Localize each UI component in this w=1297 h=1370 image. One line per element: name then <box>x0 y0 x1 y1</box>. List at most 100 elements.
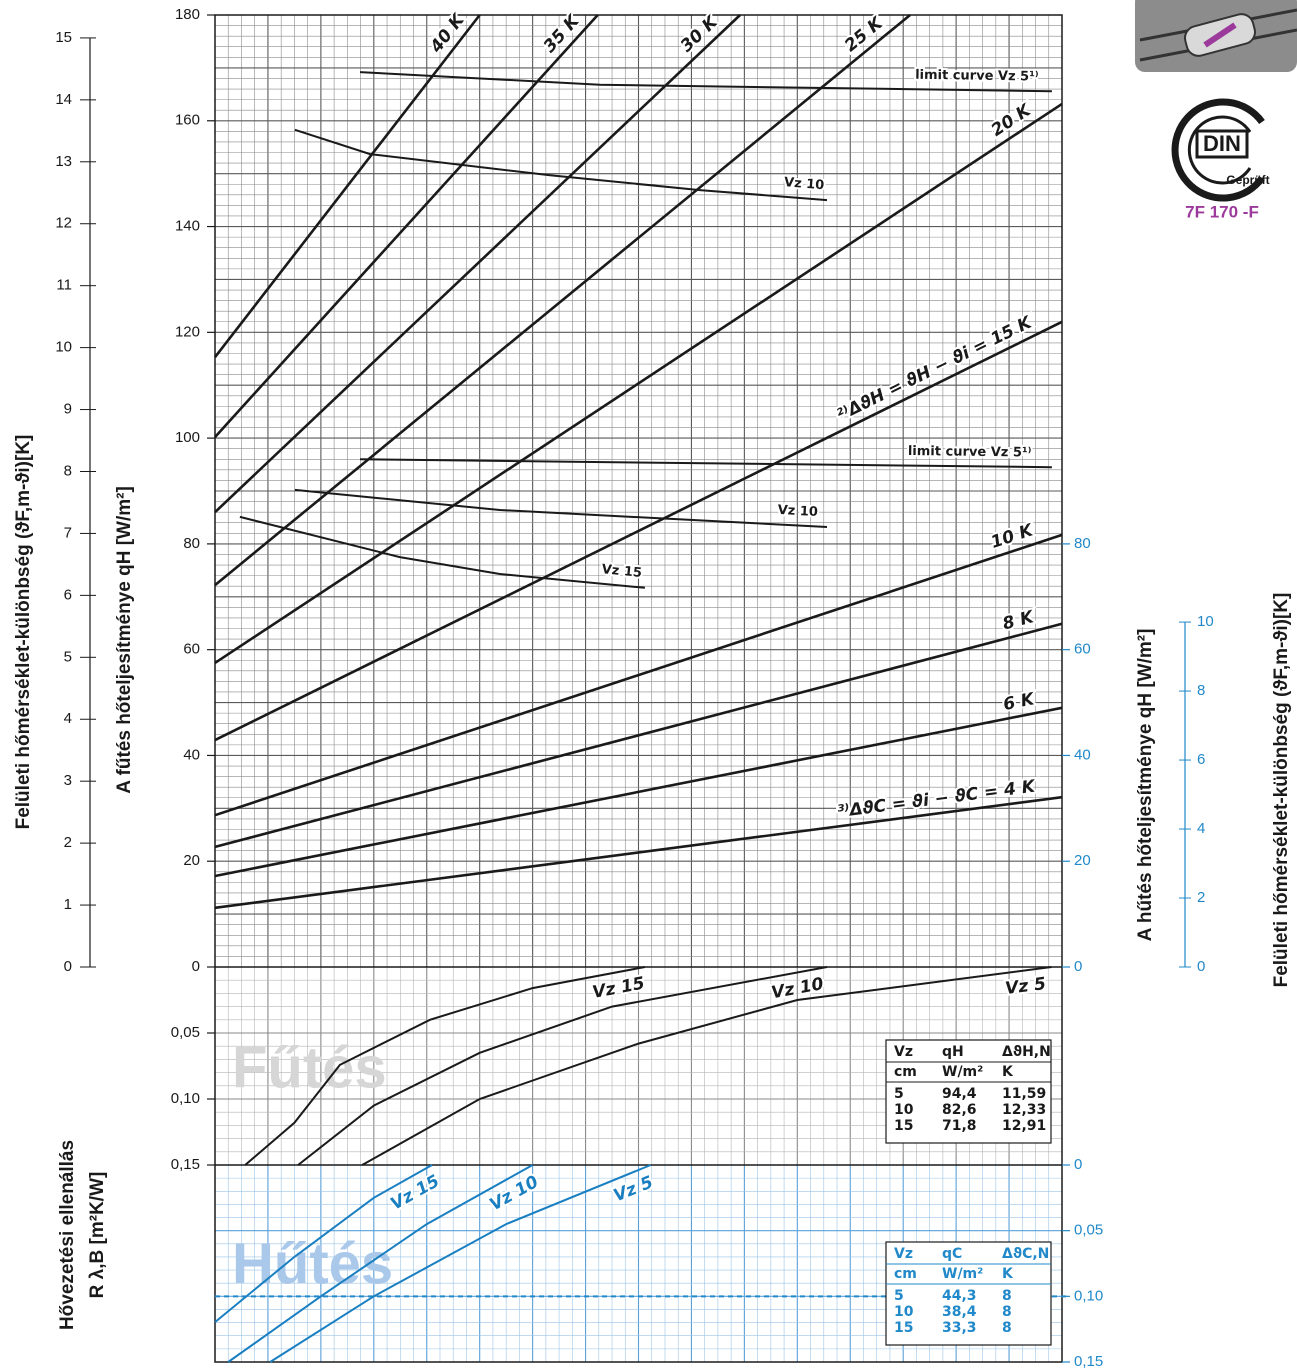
y2-tick-label: 60 <box>1074 641 1091 658</box>
y2-tick-label: 0,15 <box>1074 1353 1103 1370</box>
axis-tick-label: 10 <box>55 339 72 356</box>
axis-label: Felületi hőmérséklet-különbség (ϑF,m-ϑi)… <box>1271 593 1292 988</box>
table-header: ΔϑH,N <box>1002 1044 1051 1060</box>
data-table <box>885 1241 1052 1346</box>
series-label: Vz 10 <box>777 503 818 520</box>
series-line <box>294 488 828 528</box>
axis-tick-label: 7 <box>64 524 72 541</box>
plot-frame <box>214 14 1063 1363</box>
axis-tick-label: 2 <box>1197 889 1205 906</box>
series-line <box>214 14 741 514</box>
table-cell: 15 <box>894 1118 913 1134</box>
y2-tick-label: 20 <box>1074 852 1091 869</box>
axis-tick-label: 0 <box>1197 958 1205 975</box>
series-line <box>214 14 599 438</box>
axis-tick-label: 4 <box>1197 820 1205 837</box>
table-header: W/m² <box>942 1064 983 1080</box>
table-cell: 71,8 <box>942 1118 977 1134</box>
axis-tick-label: 3 <box>64 772 72 789</box>
series-line <box>297 966 828 1166</box>
y-tick-label: 140 <box>175 218 200 235</box>
table-cell: 33,3 <box>942 1320 977 1336</box>
y-tick-label: 120 <box>175 323 200 340</box>
series-label: Vz 10 <box>783 175 824 193</box>
axis-tick-label: 2 <box>64 834 72 851</box>
axis-tick-label: 10 <box>1197 613 1214 630</box>
series-label: Vz 10 <box>486 1172 542 1215</box>
series-label: 6 K <box>1002 689 1038 715</box>
series-line <box>227 1164 534 1363</box>
axis-tick-label: 12 <box>55 215 72 232</box>
series-label: ³⁾ΔϑC = ϑi − ϑC = 4 K <box>836 776 1038 822</box>
series-line <box>214 320 1063 742</box>
series-line <box>239 515 645 589</box>
series-label: Vz 15 <box>387 1171 443 1214</box>
y2-tick-label: 0,05 <box>1074 1222 1103 1239</box>
series-line <box>359 458 1052 469</box>
series-label: 30 K <box>677 11 723 56</box>
table-cell: 5 <box>894 1086 904 1102</box>
logo-caption: Geprüft <box>1226 173 1269 187</box>
table-header: cm <box>894 1266 917 1282</box>
series-line <box>214 533 1063 817</box>
table-cell: 15 <box>894 1320 913 1336</box>
series-line <box>214 622 1063 849</box>
series-line <box>244 966 646 1166</box>
series-label: limit curve Vz 5¹⁾ <box>915 68 1039 85</box>
table-header: Vz <box>894 1246 913 1262</box>
axis-label: Felületi hőmérséklet-különbség (ϑF,m-ϑi)… <box>13 435 34 830</box>
axis-tick-label: 4 <box>64 710 72 727</box>
series-label: ²⁾ΔϑH = ϑH − ϑi = 15 K <box>834 312 1037 426</box>
series-line <box>269 1164 652 1363</box>
series-line <box>213 14 481 358</box>
series-line <box>214 1164 433 1323</box>
table-cell: 8 <box>1002 1304 1012 1320</box>
table-cell: 38,4 <box>942 1304 977 1320</box>
y-axis-label: Hővezetési ellenállás <box>57 1140 78 1330</box>
table-header: K <box>1002 1266 1014 1282</box>
axis-tick-label: 15 <box>55 29 72 46</box>
axis-tick-label: 14 <box>55 91 72 108</box>
y-tick-label: 20 <box>183 852 200 869</box>
y-tick-label: 0,15 <box>171 1156 200 1173</box>
series-label: Vz 5 <box>611 1172 656 1206</box>
table-cell: 8 <box>1002 1288 1012 1304</box>
data-table <box>885 1039 1052 1144</box>
table-cell: 94,4 <box>942 1086 977 1102</box>
table-header: Vz <box>894 1044 913 1060</box>
series-line <box>214 13 911 587</box>
product-image <box>1135 0 1297 72</box>
series-line <box>214 706 1063 878</box>
y-tick-label: 60 <box>183 641 200 658</box>
y2-tick-label: 80 <box>1074 535 1091 552</box>
table-cell: 10 <box>894 1304 914 1320</box>
y-tick-label: 180 <box>175 6 200 23</box>
series-line <box>214 795 1063 910</box>
table-header: W/m² <box>942 1266 983 1282</box>
y-tick-label: 100 <box>175 429 200 446</box>
series-line <box>294 128 828 202</box>
series-label: 8 K <box>1001 607 1038 635</box>
table-cell: 12,91 <box>1002 1118 1046 1134</box>
series-label: limit curve Vz 5¹⁾ <box>908 444 1032 461</box>
series-label: 40 K <box>426 9 470 57</box>
table-cell: 5 <box>894 1288 904 1304</box>
series-label: 20 K <box>988 100 1036 141</box>
y-tick-label: 160 <box>175 112 200 129</box>
y-tick-label: 80 <box>183 535 200 552</box>
y-tick-label: 0,10 <box>171 1090 200 1107</box>
logo-code: 7F 170 -F <box>1185 202 1259 221</box>
y2-axis-label: A hűtés hőteljesítménye qH [W/m²] <box>1135 629 1156 942</box>
logo-mark: DIN <box>1203 131 1241 156</box>
y-tick-label: 40 <box>183 746 200 763</box>
y-axis-label: A fűtés hőteljesítménye qH [W/m²] <box>114 486 135 794</box>
panel-title: Fűtés <box>232 1035 387 1100</box>
axis-tick-label: 1 <box>64 896 72 913</box>
axis-tick-label: 0 <box>64 958 72 975</box>
y2-tick-label: 0 <box>1074 958 1082 975</box>
axis-tick-label: 13 <box>55 153 72 170</box>
din-logo: DIN Geprüft 7F 170 -F <box>1171 98 1270 221</box>
table-header: ΔϑC,N <box>1002 1246 1049 1262</box>
y-tick-label: 0,05 <box>171 1024 200 1041</box>
